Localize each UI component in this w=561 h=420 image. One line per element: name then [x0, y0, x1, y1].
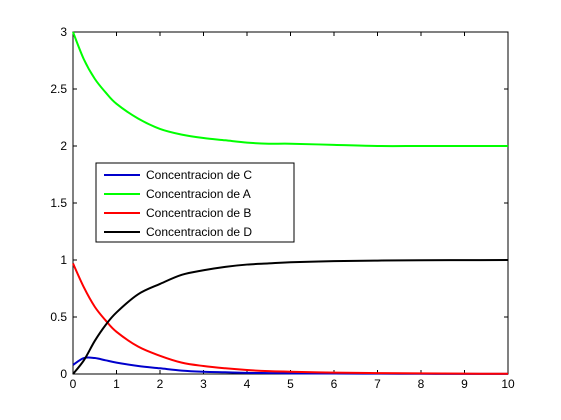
series-lines — [72, 31, 509, 375]
legend-label: Concentracion de A — [146, 187, 251, 201]
x-tick-label: 2 — [157, 377, 164, 391]
legend-label: Concentracion de B — [146, 206, 251, 220]
y-tick-label: 3 — [60, 25, 67, 39]
x-tick-label: 0 — [70, 377, 77, 391]
y-tick-label: 0 — [60, 367, 67, 381]
x-tick-label: 10 — [501, 377, 515, 391]
y-tick-label: 2.5 — [50, 82, 67, 96]
y-tick-label: 0.5 — [50, 310, 67, 324]
x-tick-label: 6 — [331, 377, 338, 391]
x-tick-label: 7 — [374, 377, 381, 391]
x-tick-label: 9 — [461, 377, 468, 391]
x-tick-label: 5 — [287, 377, 294, 391]
x-tick-label: 3 — [200, 377, 207, 391]
x-tick-label: 8 — [418, 377, 425, 391]
x-axis-ticks: 0 1 2 3 4 5 6 7 8 9 10 — [70, 32, 515, 391]
legend-box — [95, 162, 295, 243]
x-tick-label: 4 — [244, 377, 251, 391]
series-line-3 — [72, 263, 509, 375]
legend: Concentracion de C Concentracion de A Conc… — [95, 162, 295, 243]
x-tick-label: 1 — [113, 377, 120, 391]
y-tick-label: 1.5 — [50, 196, 67, 210]
series-line-4 — [72, 259, 509, 375]
y-tick-label: 2 — [60, 139, 67, 153]
legend-label: Concentracion de C — [146, 168, 252, 182]
series-line-2 — [72, 31, 508, 148]
legend-label: Concentracion de D — [146, 225, 252, 239]
y-tick-label: 1 — [60, 253, 67, 267]
